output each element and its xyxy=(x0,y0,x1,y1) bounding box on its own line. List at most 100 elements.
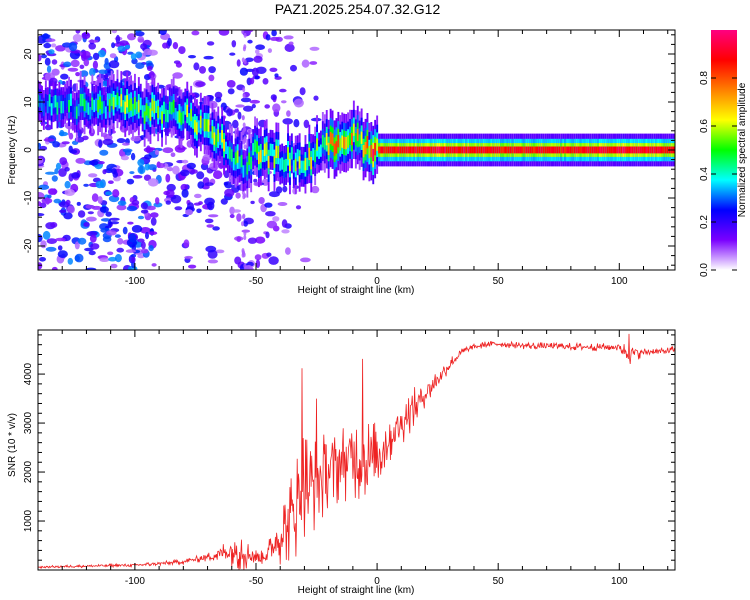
spectral-ridge-segment xyxy=(432,146,435,154)
spectral-ridge-segment xyxy=(494,146,497,154)
spectral-noise-blob xyxy=(227,88,235,95)
spectral-ridge-segment xyxy=(661,146,663,154)
spectral-ridge-segment xyxy=(62,101,65,114)
spectral-noise-blob xyxy=(279,88,287,93)
spectral-ridge-segment xyxy=(87,102,90,115)
spectral-noise-blob xyxy=(243,220,249,227)
spectral-noise-blob xyxy=(59,157,68,166)
spectral-noise-blob xyxy=(236,213,242,222)
spectral-noise-blob xyxy=(98,139,103,148)
spectral-noise-blob xyxy=(303,119,310,129)
spectral-noise-blob xyxy=(205,245,217,253)
spectral-noise-blob xyxy=(174,206,183,211)
spectral-noise-blob xyxy=(242,194,246,200)
spectral-ridge-segment xyxy=(172,100,175,113)
spectral-ridge-segment xyxy=(566,146,568,154)
spectral-ridge-segment xyxy=(401,146,404,154)
spectral-ridge-segment xyxy=(664,146,667,154)
spectral-noise-blob xyxy=(74,253,84,263)
spectral-noise-blob xyxy=(254,49,260,55)
spectral-noise-blob xyxy=(214,91,223,99)
spectral-ridge-segment xyxy=(180,112,183,125)
spectral-noise-blob xyxy=(206,41,215,46)
spectral-noise-blob xyxy=(43,138,55,142)
colorbar-tick-label: 0.0 xyxy=(699,263,710,277)
spectral-noise-blob xyxy=(196,208,202,214)
spectral-noise-blob xyxy=(116,247,124,253)
spectral-noise-blob xyxy=(147,178,159,187)
spectral-noise-blob xyxy=(47,194,52,199)
spectral-noise-blob xyxy=(109,221,120,225)
spectral-ridge-segment xyxy=(310,157,313,170)
spectral-ridge-segment xyxy=(595,146,597,154)
spectral-ridge-segment xyxy=(83,98,86,112)
spectral-noise-blob xyxy=(255,44,265,50)
spectral-ridge-segment xyxy=(132,103,134,117)
spectral-ridge-segment xyxy=(568,146,570,154)
spectral-noise-blob xyxy=(65,199,71,206)
spectral-noise-blob xyxy=(130,152,136,161)
spectral-ridge-segment xyxy=(254,139,256,152)
spectral-ridge-segment xyxy=(230,149,233,162)
spectral-noise-blob xyxy=(191,30,200,36)
spectral-ridge-segment xyxy=(542,146,545,154)
spectral-ridge-segment xyxy=(405,146,408,154)
spectral-ridge-segment xyxy=(659,146,661,154)
spectral-noise-blob xyxy=(43,42,52,49)
spectral-ridge-segment xyxy=(124,101,127,114)
spectral-ridge-segment xyxy=(478,146,481,154)
spectral-ridge-segment xyxy=(374,143,377,156)
spectral-noise-blob xyxy=(57,250,68,258)
spectral-noise-blob xyxy=(58,131,69,137)
spectral-ridge-segment xyxy=(300,160,303,173)
spectral-ridge-segment xyxy=(66,94,69,107)
spectral-noise-blob xyxy=(255,259,261,269)
snr-y-label: SNR (10 * v/v) xyxy=(7,413,18,477)
spectral-noise-blob xyxy=(243,230,247,236)
spectral-ridge-segment xyxy=(632,146,634,154)
spectral-noise-blob xyxy=(243,32,247,38)
spectral-ridge-segment xyxy=(343,136,346,149)
y-tick-label: 10 xyxy=(23,96,34,108)
spectral-noise-blob xyxy=(114,234,121,238)
spectral-ridge-segment xyxy=(321,135,324,148)
spectral-noise-blob xyxy=(106,230,117,236)
y-tick-label: -10 xyxy=(23,190,34,205)
spectral-noise-blob xyxy=(241,139,245,145)
spectral-ridge-segment xyxy=(275,145,278,158)
spectral-ridge-segment xyxy=(376,138,379,151)
spectral-ridge-segment xyxy=(135,101,138,114)
spectral-ridge-segment xyxy=(523,146,526,154)
spectral-noise-blob xyxy=(162,147,174,154)
spectral-ridge-segment xyxy=(89,107,92,120)
spectral-ridge-segment xyxy=(628,146,630,154)
spectral-ridge-segment xyxy=(416,146,419,154)
spectral-ridge-segment xyxy=(399,146,402,154)
spectral-ridge-segment xyxy=(68,100,70,113)
spectral-noise-blob xyxy=(189,169,198,174)
spectral-ridge-segment xyxy=(556,146,559,154)
spectral-ridge-segment xyxy=(418,146,421,154)
spectral-noise-blob xyxy=(262,78,269,85)
spectral-noise-blob xyxy=(151,263,157,267)
spectral-noise-blob xyxy=(272,103,281,113)
spectral-noise-blob xyxy=(247,39,253,44)
spectral-ridge-segment xyxy=(97,100,100,113)
spectral-noise-blob xyxy=(38,262,43,270)
spectral-noise-blob xyxy=(88,39,99,43)
spectral-noise-blob xyxy=(51,59,58,65)
spectral-ridge-segment xyxy=(70,93,72,106)
spectral-ridge-segment xyxy=(618,146,621,154)
spectral-ridge-segment xyxy=(128,99,131,113)
spectral-noise-blob xyxy=(135,62,145,69)
spectral-noise-blob xyxy=(137,254,145,259)
spectral-noise-blob xyxy=(243,144,247,150)
spectral-noise-blob xyxy=(64,167,70,172)
spectral-noise-blob xyxy=(59,209,67,213)
spectral-noise-blob xyxy=(166,167,174,172)
spectral-noise-blob xyxy=(267,48,272,53)
spectral-noise-blob xyxy=(172,165,180,175)
spectral-noise-blob xyxy=(234,256,242,265)
spectral-ridge-segment xyxy=(577,146,580,154)
spectral-noise-blob xyxy=(183,239,190,248)
